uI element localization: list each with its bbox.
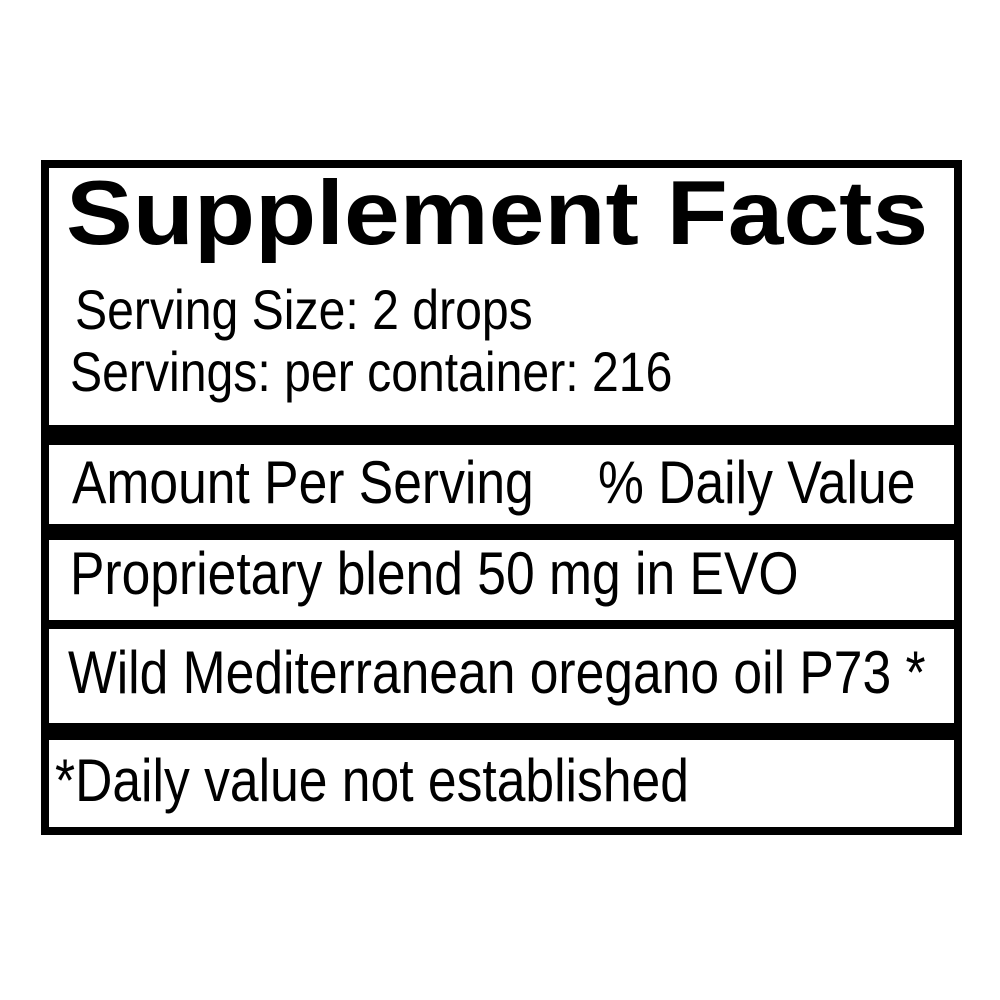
footnote: *Daily value not established [55,747,689,814]
amount-per-serving-header: Amount Per Serving [72,449,534,516]
ingredient-row: Proprietary blend 50 mg in EVO [70,540,799,607]
ingredient-row: Wild Mediterranean oregano oil P73 * [68,639,926,706]
divider [41,524,962,540]
thick-divider [41,723,962,740]
thick-divider [41,425,962,445]
supplement-facts-panel [41,160,962,835]
divider [41,620,962,629]
servings-per-container: Servings: per container: 216 [70,340,673,403]
panel-title: Supplement Facts [66,163,929,264]
daily-value-header: % Daily Value [598,449,916,516]
serving-size: Serving Size: 2 drops [75,278,533,341]
